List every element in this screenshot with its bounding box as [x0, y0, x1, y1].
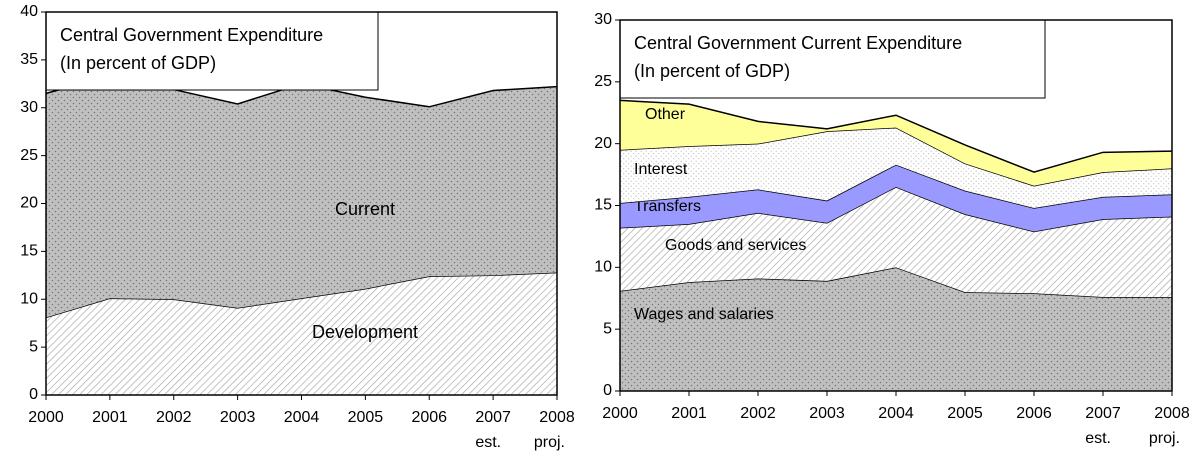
- series-label: Goods and services: [665, 237, 806, 254]
- x-tick-note: proj.: [534, 434, 565, 451]
- chart-subtitle: (In percent of GDP): [634, 61, 790, 81]
- x-tick-note: proj.: [1149, 430, 1180, 447]
- y-tick-label: 20: [594, 135, 612, 152]
- y-tick-label: 20: [20, 195, 38, 212]
- x-tick-note: est.: [1085, 430, 1111, 447]
- y-tick-label: 5: [29, 338, 38, 355]
- y-tick-label: 10: [20, 290, 38, 307]
- x-tick-label: 2002: [740, 405, 776, 422]
- x-tick-label: 2007: [475, 409, 511, 426]
- series-label: Other: [645, 106, 686, 123]
- y-tick-label: 30: [20, 99, 38, 116]
- x-tick-label: 2008: [1154, 405, 1190, 422]
- y-tick-label: 30: [594, 11, 612, 28]
- y-tick-label: 15: [594, 197, 612, 214]
- area: [620, 164, 1172, 232]
- y-tick-label: 40: [20, 3, 38, 20]
- x-tick-label: 2006: [1016, 405, 1052, 422]
- y-tick-label: 25: [20, 147, 38, 164]
- x-tick-label: 2008: [539, 409, 575, 426]
- x-tick-label: 2007: [1085, 405, 1121, 422]
- series-label: Wages and salaries: [634, 306, 774, 323]
- series-label: Current: [335, 199, 395, 219]
- x-tick-label: 2005: [947, 405, 983, 422]
- x-tick-label: 2000: [602, 405, 638, 422]
- x-tick-label: 2005: [348, 409, 384, 426]
- chart-subtitle: (In percent of GDP): [60, 53, 216, 73]
- area-pattern: [620, 186, 1172, 298]
- title-box: [45, 11, 379, 91]
- series-label: Interest: [634, 161, 688, 178]
- y-tick-label: 25: [594, 73, 612, 90]
- x-tick-label: 2006: [411, 409, 447, 426]
- x-tick-label: 2004: [878, 405, 914, 422]
- y-tick-label: 10: [594, 259, 612, 276]
- series-label: Development: [312, 322, 418, 342]
- y-tick-label: 5: [603, 320, 612, 337]
- y-tick-label: 0: [29, 386, 38, 403]
- x-tick-label: 2004: [284, 409, 320, 426]
- x-tick-label: 2001: [671, 405, 707, 422]
- x-tick-note: est.: [475, 434, 501, 451]
- area-pattern: [620, 267, 1172, 391]
- area-pattern: [46, 272, 557, 395]
- x-tick-label: 2003: [809, 405, 845, 422]
- x-tick-label: 2000: [28, 409, 64, 426]
- x-tick-label: 2001: [92, 409, 128, 426]
- x-tick-label: 2003: [220, 409, 256, 426]
- x-tick-label: 2002: [156, 409, 192, 426]
- chart-title: Central Government Expenditure: [60, 25, 323, 45]
- area-pattern: [46, 76, 557, 318]
- series-label: Transfers: [634, 198, 701, 215]
- y-tick-label: 35: [20, 51, 38, 68]
- title-box: [619, 19, 1046, 99]
- y-tick-label: 0: [603, 382, 612, 399]
- area-pattern: [620, 127, 1172, 208]
- area-edge: [619, 99, 1173, 173]
- y-tick-label: 15: [20, 243, 38, 260]
- chart-title: Central Government Current Expenditure: [634, 33, 962, 53]
